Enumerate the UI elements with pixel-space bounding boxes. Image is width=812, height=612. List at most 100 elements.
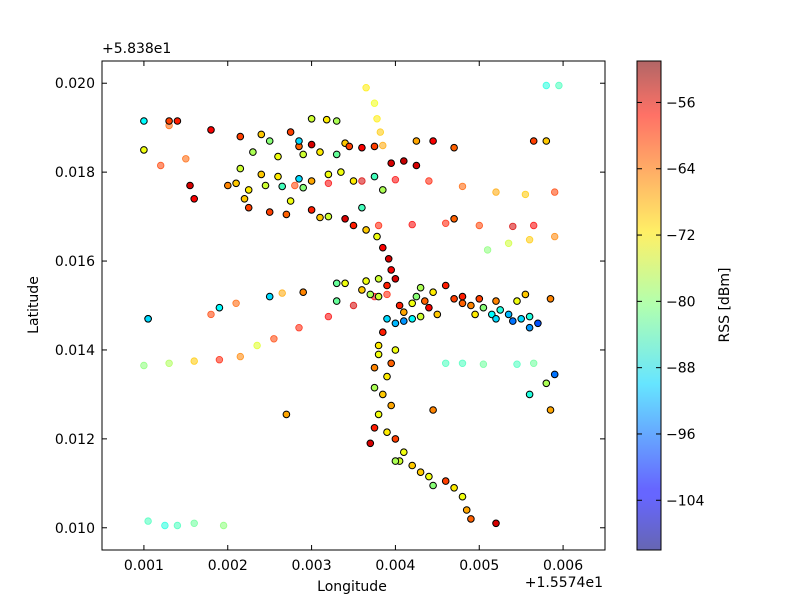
data-point bbox=[274, 152, 282, 161]
data-point bbox=[236, 164, 245, 173]
data-point bbox=[224, 181, 232, 190]
data-point bbox=[376, 128, 384, 136]
data-point bbox=[299, 150, 308, 159]
data-point bbox=[429, 288, 437, 297]
data-point bbox=[475, 221, 483, 230]
data-point bbox=[161, 521, 169, 530]
data-point bbox=[299, 183, 308, 192]
data-point bbox=[324, 179, 333, 187]
plot-frame bbox=[101, 60, 606, 551]
data-point bbox=[274, 172, 282, 181]
data-point bbox=[458, 182, 467, 191]
data-point bbox=[299, 288, 308, 297]
data-point bbox=[265, 208, 274, 216]
data-point bbox=[165, 117, 173, 125]
data-point bbox=[450, 143, 458, 152]
data-point bbox=[322, 115, 331, 124]
data-point bbox=[458, 292, 467, 301]
data-point bbox=[387, 359, 396, 368]
data-point bbox=[249, 148, 257, 156]
data-point bbox=[525, 235, 534, 244]
data-point bbox=[496, 306, 505, 314]
data-point bbox=[379, 328, 387, 337]
data-point bbox=[550, 370, 559, 379]
y-tick-label: 0.018 bbox=[55, 165, 95, 181]
data-point bbox=[165, 359, 173, 367]
data-point bbox=[521, 190, 530, 199]
data-point bbox=[416, 283, 425, 292]
data-point bbox=[345, 142, 354, 151]
x-tick-label: 0.006 bbox=[543, 558, 583, 574]
data-point bbox=[374, 292, 383, 301]
y-axis-label: Latitude bbox=[26, 276, 42, 334]
data-point bbox=[509, 222, 517, 231]
data-point bbox=[332, 117, 341, 125]
data-point bbox=[450, 484, 458, 492]
data-point bbox=[307, 115, 316, 123]
data-point bbox=[324, 212, 333, 221]
data-point bbox=[332, 150, 341, 159]
data-point bbox=[295, 137, 303, 145]
data-point bbox=[425, 177, 433, 185]
data-point bbox=[408, 220, 416, 229]
data-point bbox=[383, 281, 391, 290]
data-point bbox=[546, 406, 555, 414]
data-point bbox=[529, 137, 538, 145]
data-point bbox=[307, 206, 316, 214]
data-point bbox=[551, 188, 559, 196]
data-point bbox=[551, 232, 559, 241]
colorbar bbox=[637, 61, 661, 550]
colorbar-tick-label: −56 bbox=[666, 95, 696, 111]
data-point bbox=[307, 140, 316, 149]
data-point bbox=[140, 146, 148, 154]
data-point bbox=[374, 341, 383, 350]
data-point bbox=[441, 477, 450, 485]
data-point bbox=[374, 221, 383, 230]
data-point bbox=[282, 210, 291, 219]
data-point bbox=[412, 292, 421, 301]
data-point bbox=[391, 346, 400, 354]
data-point bbox=[555, 81, 563, 90]
colorbar-label: RSS [dBm] bbox=[717, 267, 733, 342]
data-point bbox=[542, 379, 551, 388]
data-point bbox=[182, 155, 190, 163]
data-point bbox=[400, 317, 408, 325]
data-point bbox=[492, 297, 500, 305]
data-point bbox=[429, 137, 437, 145]
data-point bbox=[504, 310, 513, 319]
data-point bbox=[370, 172, 379, 181]
data-point bbox=[383, 428, 391, 437]
data-point bbox=[291, 181, 299, 190]
data-point bbox=[349, 221, 358, 230]
data-point bbox=[387, 266, 396, 274]
data-point bbox=[458, 492, 467, 501]
data-point bbox=[270, 335, 278, 343]
colorbar-ticks: −104 −96 −88 −80 −72 −64 −56 bbox=[637, 95, 705, 509]
data-point bbox=[374, 410, 383, 419]
data-point bbox=[504, 239, 513, 247]
data-point bbox=[373, 232, 381, 241]
data-point bbox=[391, 435, 400, 443]
data-point bbox=[207, 126, 215, 134]
data-point bbox=[370, 383, 379, 392]
data-point bbox=[341, 279, 349, 288]
data-point bbox=[383, 315, 391, 323]
data-point bbox=[467, 301, 475, 310]
data-point bbox=[530, 359, 538, 367]
y-tick-label: 0.010 bbox=[55, 521, 95, 537]
data-point bbox=[387, 159, 396, 167]
data-point bbox=[349, 177, 358, 185]
data-point bbox=[219, 521, 228, 530]
data-point bbox=[286, 197, 295, 205]
data-point bbox=[492, 315, 500, 323]
data-point bbox=[412, 161, 421, 170]
data-point bbox=[370, 142, 379, 151]
data-point bbox=[395, 301, 404, 310]
data-point bbox=[341, 215, 349, 223]
data-point bbox=[374, 275, 383, 283]
y-axis: 0.010 0.012 0.014 0.016 0.018 0.020 bbox=[55, 76, 605, 537]
x-tick-label: 0.004 bbox=[375, 558, 415, 574]
data-point bbox=[173, 117, 182, 125]
data-point bbox=[471, 310, 479, 319]
data-point bbox=[425, 303, 433, 312]
